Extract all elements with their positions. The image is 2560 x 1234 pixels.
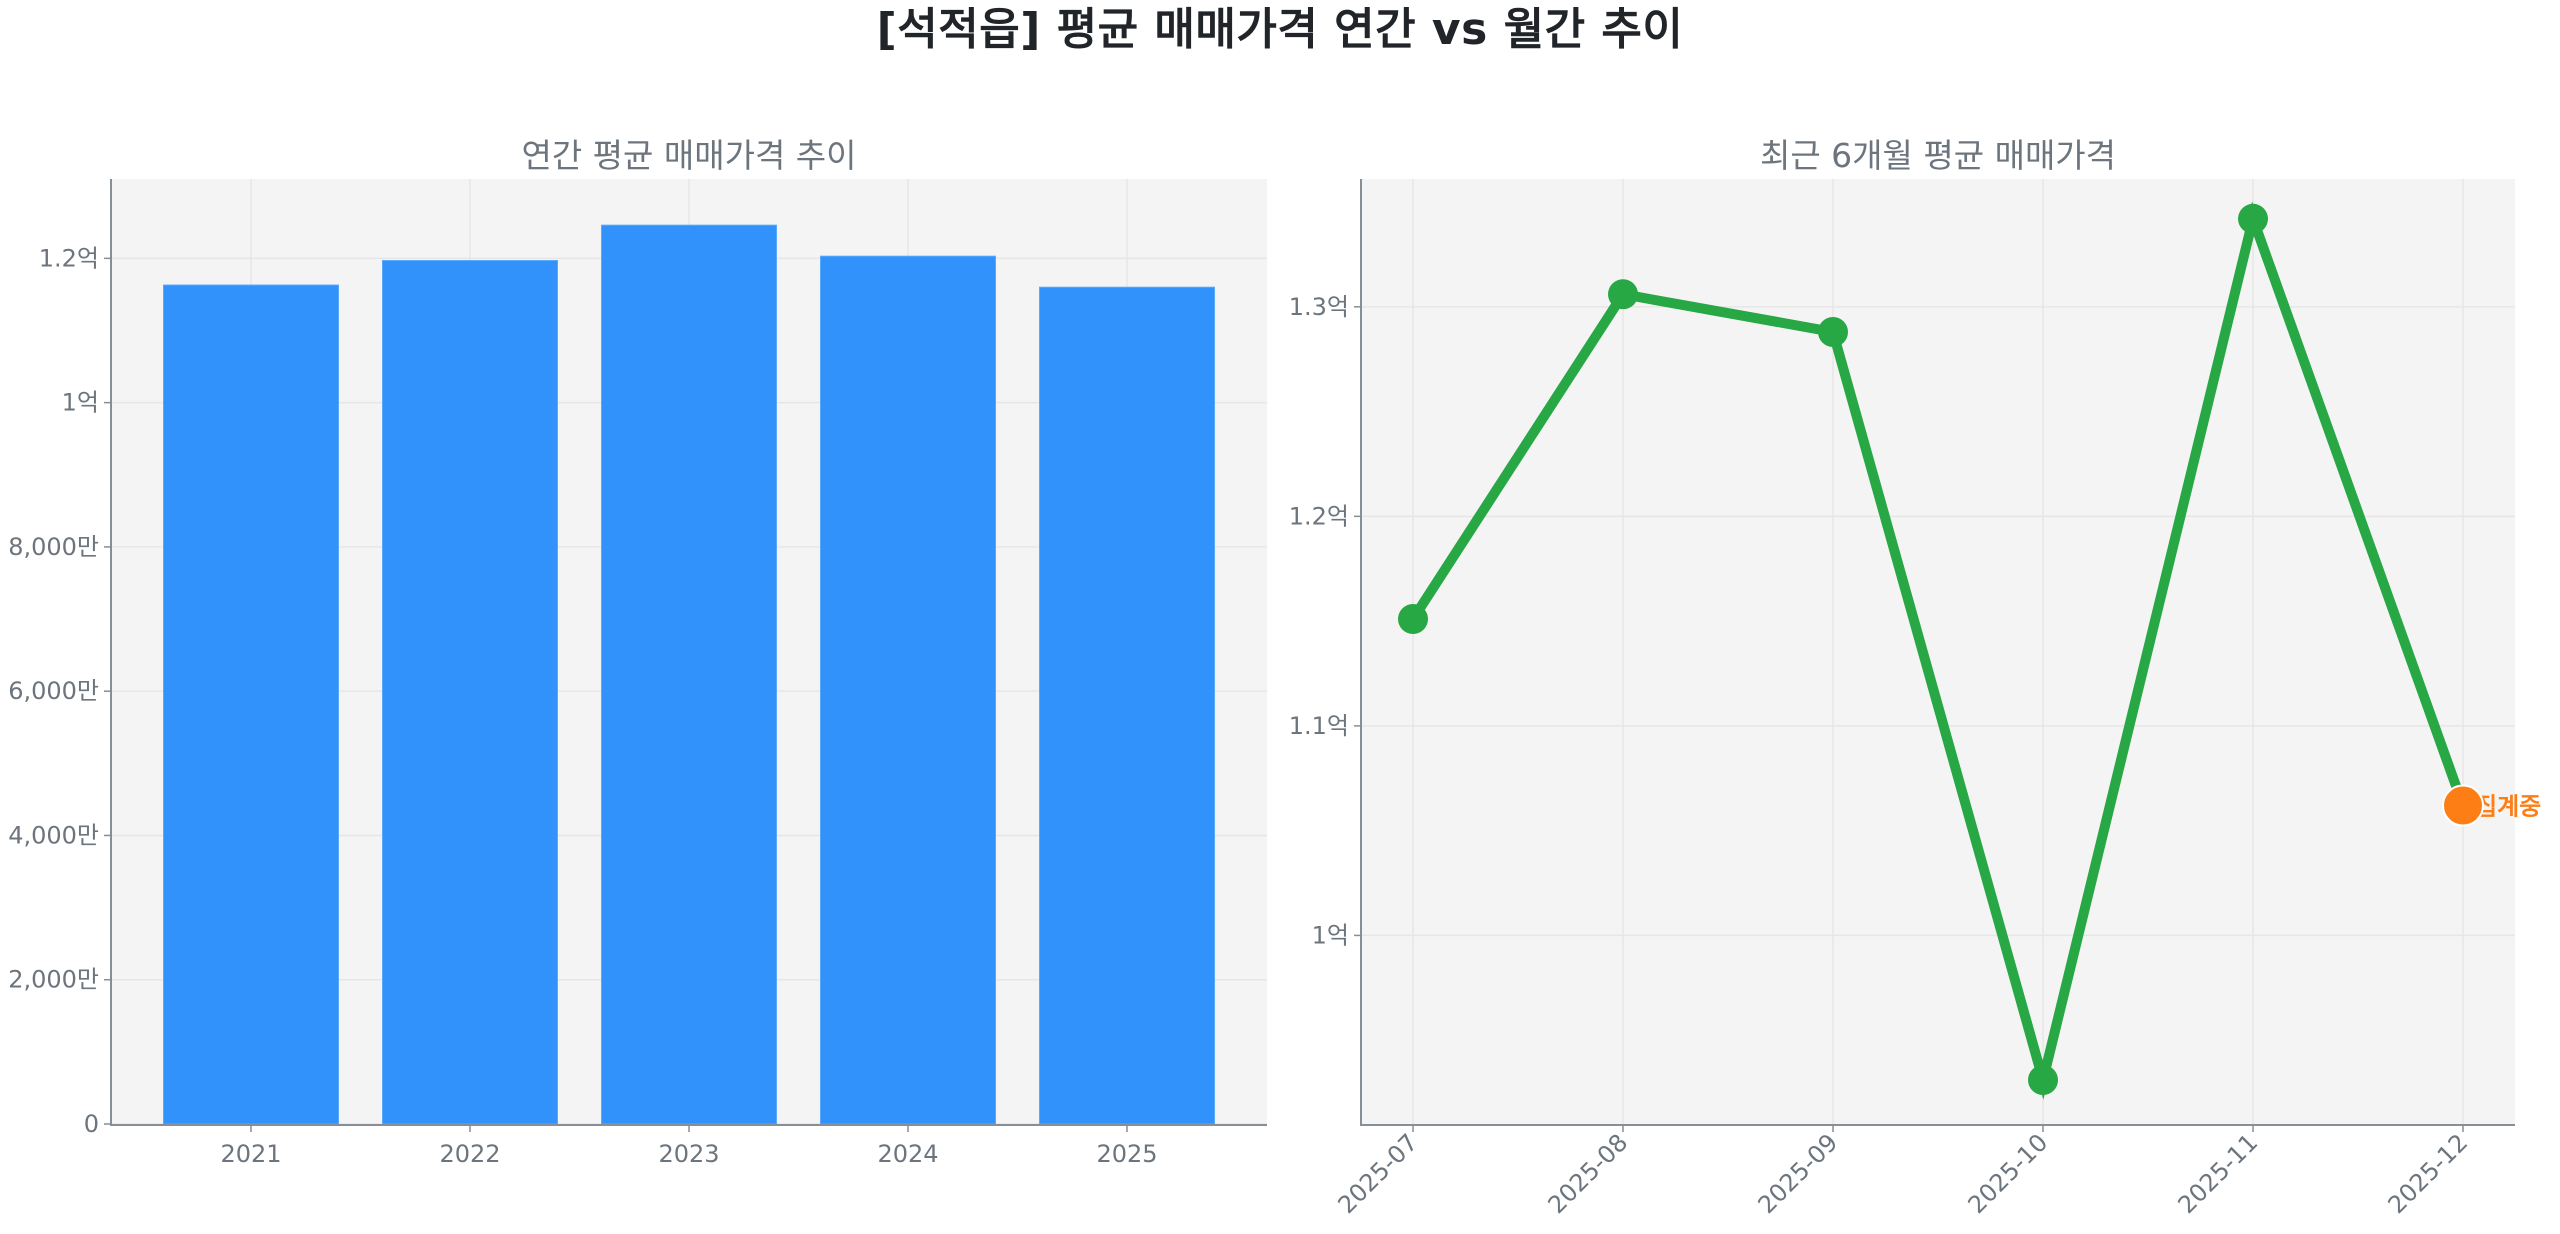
right-x-tick-label: 2025-08 — [1543, 1128, 1634, 1219]
figure-title: [석적읍] 평균 매매가격 연간 vs 월간 추이 — [876, 4, 1684, 55]
annual-bar-chart: 0 2,000만 4,000만 6,000만 8,000만 1억 1.2억 2021 2022… — [8, 136, 1267, 1168]
in-progress-annotation: 집계중 — [2475, 793, 2541, 821]
left-y-tick-label: 4,000만 — [8, 821, 99, 849]
left-x-tick-label: 2025 — [1096, 1140, 1157, 1168]
annual-bars — [163, 224, 1215, 1125]
right-chart-title: 최근 6개월 평균 매매가격 — [1760, 136, 2116, 175]
right-y-tick-label: 1억 — [1312, 921, 1349, 949]
left-y-tick-label: 6,000만 — [8, 677, 99, 705]
right-y-tick-label: 1.2억 — [1289, 502, 1349, 530]
left-y-tick-label: 0 — [84, 1110, 99, 1138]
monthly-line-chart: 집계중 1억 1.1억 1.2억 1.3억 2025-07 2025-08 2025-09… — [1289, 136, 2542, 1219]
data-point-2025-12-highlight[interactable] — [2442, 784, 2484, 827]
right-y-tick-label: 1.3억 — [1289, 293, 1349, 321]
left-x-tick-label: 2021 — [220, 1140, 281, 1168]
data-point-2025-08[interactable] — [1608, 279, 1638, 310]
bar-2024[interactable] — [820, 255, 996, 1125]
bar-2021[interactable] — [163, 284, 339, 1125]
left-x-axis-ticks: 2021 2022 2023 2024 2025 — [220, 1125, 1158, 1168]
right-x-tick-label: 2025-10 — [1963, 1128, 2054, 1219]
right-y-axis-ticks: 1억 1.1억 1.2억 1.3억 — [1289, 293, 1361, 949]
right-x-axis-ticks: 2025-07 2025-08 2025-09 2025-10 2025-11 2025-… — [1333, 1125, 2474, 1219]
right-gridlines — [1361, 179, 2515, 1124]
data-point-2025-09[interactable] — [1818, 316, 1848, 347]
bar-2022[interactable] — [382, 260, 558, 1125]
right-x-tick-label: 2025-11 — [2173, 1128, 2264, 1219]
monthly-price-line: 집계중 — [1398, 201, 2541, 1100]
right-y-tick-label: 1.1억 — [1289, 712, 1349, 740]
data-point-2025-07[interactable] — [1398, 604, 1428, 635]
data-point-2025-11[interactable] — [2238, 203, 2268, 234]
data-point-2025-10[interactable] — [2028, 1064, 2058, 1095]
left-y-tick-label: 1.2억 — [39, 244, 99, 272]
left-x-tick-label: 2024 — [877, 1140, 938, 1168]
left-y-tick-label: 2,000만 — [8, 966, 99, 994]
right-x-tick-label: 2025-07 — [1333, 1128, 1424, 1219]
left-chart-title: 연간 평균 매매가격 추이 — [521, 136, 856, 175]
right-x-tick-label: 2025-12 — [2383, 1128, 2474, 1219]
price-line — [1408, 201, 2468, 1100]
right-x-tick-label: 2025-09 — [1753, 1128, 1844, 1219]
right-plot-area — [1361, 179, 2515, 1124]
left-x-tick-label: 2022 — [439, 1140, 500, 1168]
left-y-tick-label: 8,000만 — [8, 533, 99, 561]
bar-2023[interactable] — [601, 224, 777, 1125]
bar-2025[interactable] — [1039, 286, 1215, 1125]
left-y-tick-label: 1억 — [62, 389, 99, 417]
left-x-tick-label: 2023 — [658, 1140, 719, 1168]
left-y-axis-ticks: 0 2,000만 4,000만 6,000만 8,000만 1억 1.2억 — [8, 244, 111, 1138]
